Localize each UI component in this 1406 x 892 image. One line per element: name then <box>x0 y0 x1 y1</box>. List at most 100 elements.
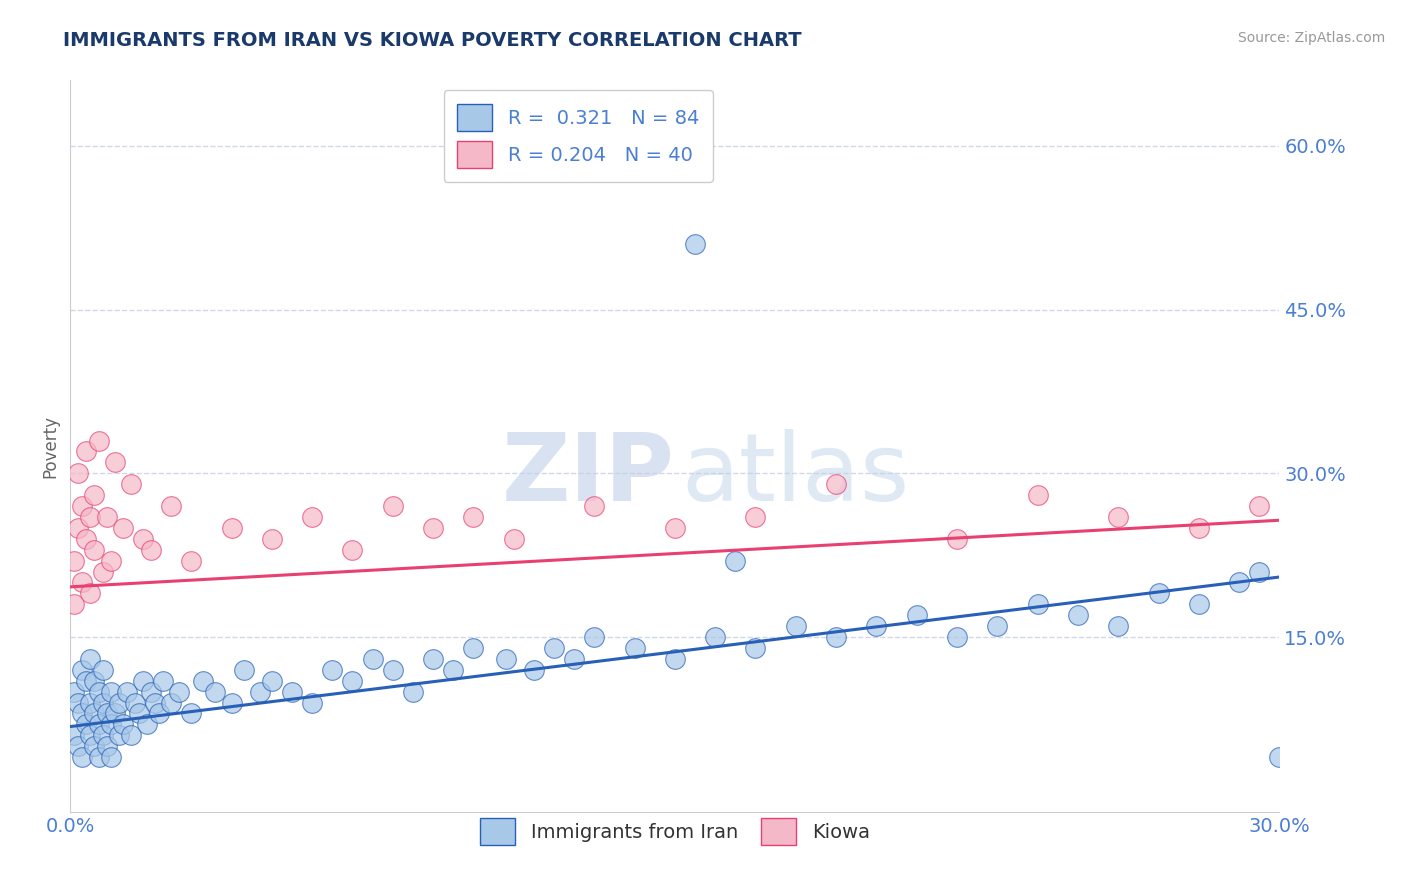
Point <box>104 706 127 721</box>
Point <box>301 510 323 524</box>
Point <box>160 499 183 513</box>
Point <box>664 521 686 535</box>
Point <box>1268 750 1291 764</box>
Point <box>502 532 524 546</box>
Point <box>115 684 138 698</box>
Point <box>744 510 766 524</box>
Point <box>104 455 127 469</box>
Point <box>463 510 485 524</box>
Text: Source: ZipAtlas.com: Source: ZipAtlas.com <box>1237 31 1385 45</box>
Point <box>221 696 243 710</box>
Point <box>623 640 645 655</box>
Point <box>204 684 226 698</box>
Legend: Immigrants from Iran, Kiowa: Immigrants from Iran, Kiowa <box>472 810 877 854</box>
Point <box>75 532 97 546</box>
Point <box>111 521 134 535</box>
Point <box>139 684 162 698</box>
Point <box>107 696 129 710</box>
Point <box>543 640 565 655</box>
Point <box>321 663 343 677</box>
Point <box>865 619 887 633</box>
Point <box>91 728 114 742</box>
Point <box>180 554 202 568</box>
Point <box>63 728 86 742</box>
Point <box>111 717 134 731</box>
Point <box>148 706 170 721</box>
Point <box>249 684 271 698</box>
Point <box>72 575 94 590</box>
Point <box>221 521 243 535</box>
Text: ZIP: ZIP <box>502 429 675 521</box>
Point <box>724 554 747 568</box>
Text: IMMIGRANTS FROM IRAN VS KIOWA POVERTY CORRELATION CHART: IMMIGRANTS FROM IRAN VS KIOWA POVERTY CO… <box>63 31 801 50</box>
Point <box>87 434 110 448</box>
Point <box>986 619 1008 633</box>
Point <box>260 673 283 688</box>
Point <box>107 728 129 742</box>
Point <box>180 706 202 721</box>
Point <box>87 750 110 764</box>
Point <box>664 652 686 666</box>
Point <box>87 684 110 698</box>
Point <box>583 630 606 644</box>
Point <box>83 542 105 557</box>
Point <box>72 663 94 677</box>
Point <box>91 696 114 710</box>
Point <box>72 499 94 513</box>
Point <box>825 630 848 644</box>
Point <box>422 652 444 666</box>
Point <box>67 696 90 710</box>
Point <box>463 640 485 655</box>
Point <box>683 237 706 252</box>
Point <box>67 739 90 754</box>
Point <box>562 652 585 666</box>
Point <box>946 532 969 546</box>
Point <box>120 477 142 491</box>
Point <box>124 696 146 710</box>
Point <box>75 673 97 688</box>
Point <box>135 717 157 731</box>
Point <box>83 706 105 721</box>
Point <box>120 728 142 742</box>
Point <box>83 739 105 754</box>
Point <box>905 608 928 623</box>
Point <box>1188 597 1211 611</box>
Point <box>1249 565 1271 579</box>
Point <box>100 750 122 764</box>
Point <box>63 684 86 698</box>
Point <box>361 652 384 666</box>
Point <box>83 488 105 502</box>
Point <box>785 619 807 633</box>
Point <box>1026 488 1049 502</box>
Point <box>67 521 90 535</box>
Point <box>342 673 364 688</box>
Point <box>96 706 118 721</box>
Point <box>91 663 114 677</box>
Point <box>79 728 101 742</box>
Point <box>232 663 254 677</box>
Point <box>79 586 101 600</box>
Y-axis label: Poverty: Poverty <box>41 415 59 477</box>
Point <box>441 663 464 677</box>
Point <box>523 663 546 677</box>
Point <box>704 630 727 644</box>
Point <box>128 706 150 721</box>
Point <box>100 717 122 731</box>
Point <box>72 706 94 721</box>
Point <box>79 652 101 666</box>
Point <box>1026 597 1049 611</box>
Point <box>381 663 404 677</box>
Point <box>96 739 118 754</box>
Point <box>132 673 155 688</box>
Point <box>87 717 110 731</box>
Text: atlas: atlas <box>681 429 910 521</box>
Point <box>342 542 364 557</box>
Point <box>1067 608 1090 623</box>
Point <box>301 696 323 710</box>
Point <box>167 684 190 698</box>
Point <box>1147 586 1170 600</box>
Point <box>946 630 969 644</box>
Point <box>1107 619 1129 633</box>
Point <box>100 554 122 568</box>
Point <box>1227 575 1250 590</box>
